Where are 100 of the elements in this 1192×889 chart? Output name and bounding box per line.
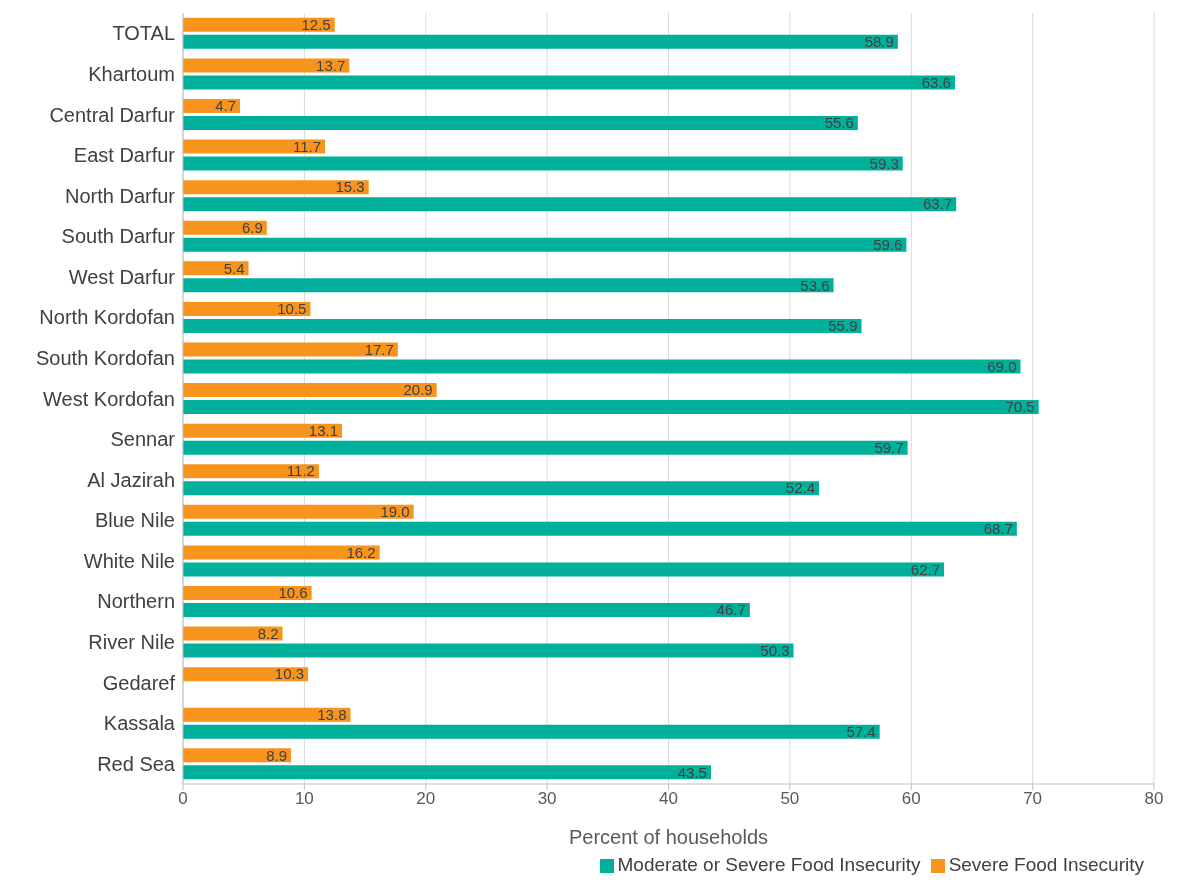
bar xyxy=(183,237,907,252)
legend-label: Severe Food Insecurity xyxy=(948,854,1144,875)
bar xyxy=(183,116,858,131)
y-tick-label: South Kordofan xyxy=(36,347,175,370)
x-axis-title: Percent of households xyxy=(568,826,769,848)
bar xyxy=(183,17,335,32)
data-label: 10.6 xyxy=(278,584,308,602)
data-label: 46.7 xyxy=(716,601,746,619)
bar xyxy=(183,643,794,658)
data-label: 55.6 xyxy=(824,114,854,132)
legend-label: Moderate or Severe Food Insecurity xyxy=(617,854,921,875)
data-label: 15.3 xyxy=(335,178,365,196)
bar xyxy=(183,197,957,212)
y-tick-label: South Darfur xyxy=(61,225,176,248)
x-tick-label: 20 xyxy=(416,789,436,809)
bar xyxy=(183,318,862,333)
y-tick-label: Central Darfur xyxy=(49,103,176,126)
data-label: 59.7 xyxy=(874,438,904,456)
y-tick-label: Khartoum xyxy=(88,62,175,85)
data-label: 59.3 xyxy=(869,154,899,172)
bar xyxy=(183,724,880,739)
bar xyxy=(183,440,908,455)
x-tick-label: 70 xyxy=(1023,789,1043,809)
y-tick-label: West Darfur xyxy=(68,265,176,288)
data-label: 19.0 xyxy=(380,503,410,521)
y-tick-label: White Nile xyxy=(83,549,175,572)
bar xyxy=(183,765,711,780)
data-label: 63.7 xyxy=(922,195,953,213)
data-label: 4.7 xyxy=(215,97,237,115)
bar xyxy=(183,383,437,398)
data-label: 55.9 xyxy=(828,317,858,335)
data-label: 63.6 xyxy=(921,73,951,91)
bar xyxy=(183,707,351,722)
bar xyxy=(183,585,312,600)
bar xyxy=(183,301,311,316)
bar xyxy=(183,400,1039,415)
bar xyxy=(183,602,750,617)
data-label: 12.5 xyxy=(301,16,331,34)
data-label: 8.2 xyxy=(257,624,279,642)
bar xyxy=(183,504,414,519)
data-label: 53.6 xyxy=(800,276,830,294)
data-label: 11.2 xyxy=(286,462,315,480)
data-label: 43.5 xyxy=(677,763,707,781)
y-tick-label: North Darfur xyxy=(64,184,176,207)
data-label: 16.2 xyxy=(346,543,376,561)
y-tick-label: River Nile xyxy=(88,631,175,654)
y-tick-label: Northern xyxy=(97,590,175,613)
data-label: 8.9 xyxy=(266,746,288,764)
bar xyxy=(183,58,350,73)
y-tick-label: Kassala xyxy=(103,712,176,735)
bar xyxy=(183,180,369,195)
data-label: 20.9 xyxy=(403,381,433,399)
y-tick-label: Blue Nile xyxy=(94,509,175,532)
bar xyxy=(183,562,945,577)
data-label: 17.7 xyxy=(364,340,394,358)
x-tick-label: 30 xyxy=(537,789,557,809)
bar xyxy=(183,521,1017,536)
bar xyxy=(183,667,309,682)
data-label: 10.3 xyxy=(274,665,305,683)
x-tick-label: 0 xyxy=(178,789,188,809)
bar xyxy=(183,748,292,763)
bar xyxy=(183,545,380,560)
data-label: 68.7 xyxy=(983,520,1013,538)
data-label: 11.7 xyxy=(292,137,322,155)
bar xyxy=(183,481,820,496)
x-tick-label: 80 xyxy=(1144,789,1164,809)
bar xyxy=(183,278,834,293)
y-tick-label: East Darfur xyxy=(73,144,176,167)
data-label: 62.7 xyxy=(910,560,941,578)
data-label: 5.4 xyxy=(223,259,245,277)
y-tick-label: West Kordofan xyxy=(43,387,175,410)
bar xyxy=(183,626,283,641)
bar xyxy=(183,75,955,90)
data-label: 52.4 xyxy=(785,479,816,497)
data-label: 6.9 xyxy=(241,219,263,237)
bar xyxy=(183,464,319,479)
x-tick-label: 10 xyxy=(294,789,314,809)
y-tick-label: Gedaref xyxy=(102,671,176,694)
y-tick-label: North Kordofan xyxy=(39,306,175,329)
bar xyxy=(183,423,342,438)
bar xyxy=(183,342,398,357)
y-tick-label: TOTAL xyxy=(112,22,175,45)
y-tick-label: Al Jazirah xyxy=(87,468,175,491)
x-tick-label: 50 xyxy=(780,789,800,809)
data-label: 59.6 xyxy=(873,236,903,254)
x-tick-label: 60 xyxy=(901,789,921,809)
bar xyxy=(183,156,903,171)
bar xyxy=(183,34,898,49)
data-label: 70.5 xyxy=(1005,398,1035,416)
data-label: 69.0 xyxy=(987,357,1017,375)
data-label: 57.4 xyxy=(846,722,876,740)
data-label: 10.5 xyxy=(277,300,307,318)
data-label: 13.1 xyxy=(308,421,338,439)
y-tick-label: Red Sea xyxy=(97,752,176,775)
bar xyxy=(183,359,1021,374)
data-label: 13.7 xyxy=(316,56,346,74)
data-label: 58.9 xyxy=(864,33,894,51)
y-tick-label: Sennar xyxy=(110,428,176,451)
x-tick-label: 40 xyxy=(659,789,678,809)
data-label: 13.8 xyxy=(317,705,347,723)
